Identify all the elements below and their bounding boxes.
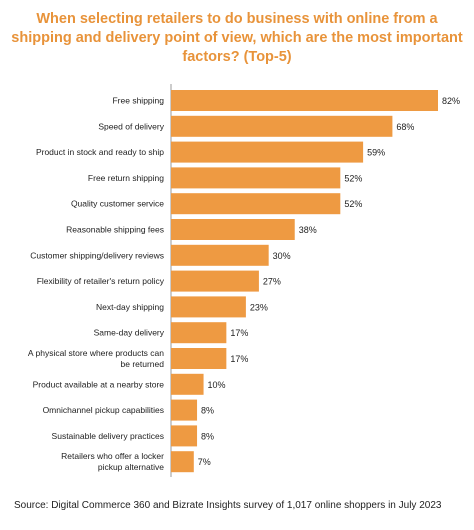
bar (171, 348, 227, 369)
bar (171, 244, 269, 266)
bar (171, 193, 341, 215)
category-label: Customer shipping/delivery reviews (30, 250, 164, 260)
source-note: Source: Digital Commerce 360 and Bizrate… (14, 500, 442, 511)
data-label: 52% (344, 173, 362, 183)
category-label: Reasonable shipping fees (66, 225, 164, 235)
category-label: Quality customer service (71, 199, 164, 209)
chart-title: When selecting retailers to do business … (11, 11, 463, 65)
category-label: Omnichannel pickup capabilities (43, 405, 164, 415)
data-label: 30% (273, 251, 291, 261)
category-label: Product in stock and ready to ship (36, 147, 164, 157)
category-label: Next-day shipping (96, 302, 164, 312)
bar (171, 399, 198, 421)
category-label: Retailers who offer a locker pickup alter… (61, 451, 164, 472)
category-label: Flexibility of retailer's return policy (37, 276, 165, 286)
data-label: 52% (344, 199, 362, 209)
data-label: 23% (250, 302, 268, 312)
data-label: 17% (230, 328, 248, 338)
data-label: 8% (201, 406, 214, 416)
bar (171, 167, 341, 189)
bar (171, 141, 364, 163)
bar (171, 115, 393, 137)
bar (171, 90, 438, 111)
category-label: Sustainable delivery practices (52, 431, 164, 441)
category-label: Product available at a nearby store (33, 379, 165, 389)
category-label: Free return shipping (88, 173, 164, 183)
bar (171, 373, 204, 395)
bar (171, 322, 227, 344)
data-label: 38% (299, 225, 317, 235)
bar (171, 219, 295, 240)
bar (171, 296, 246, 318)
data-label: 59% (367, 148, 385, 158)
data-label: 8% (201, 431, 214, 441)
data-label: 82% (442, 96, 460, 106)
category-label: A physical store where products can be re… (28, 348, 164, 369)
bar (171, 270, 259, 292)
data-label: 7% (198, 457, 211, 467)
bar (171, 451, 194, 473)
data-label: 17% (230, 354, 248, 364)
category-label: Same-day delivery (94, 328, 165, 338)
data-label: 27% (263, 277, 281, 287)
data-label: 10% (208, 380, 226, 390)
data-label: 68% (396, 122, 414, 132)
bar (171, 425, 198, 447)
category-label: Speed of delivery (98, 121, 164, 131)
category-label: Free shipping (112, 96, 164, 106)
bar-chart: 82% Free shipping 68% Speed of delivery 59% P… (28, 84, 460, 477)
